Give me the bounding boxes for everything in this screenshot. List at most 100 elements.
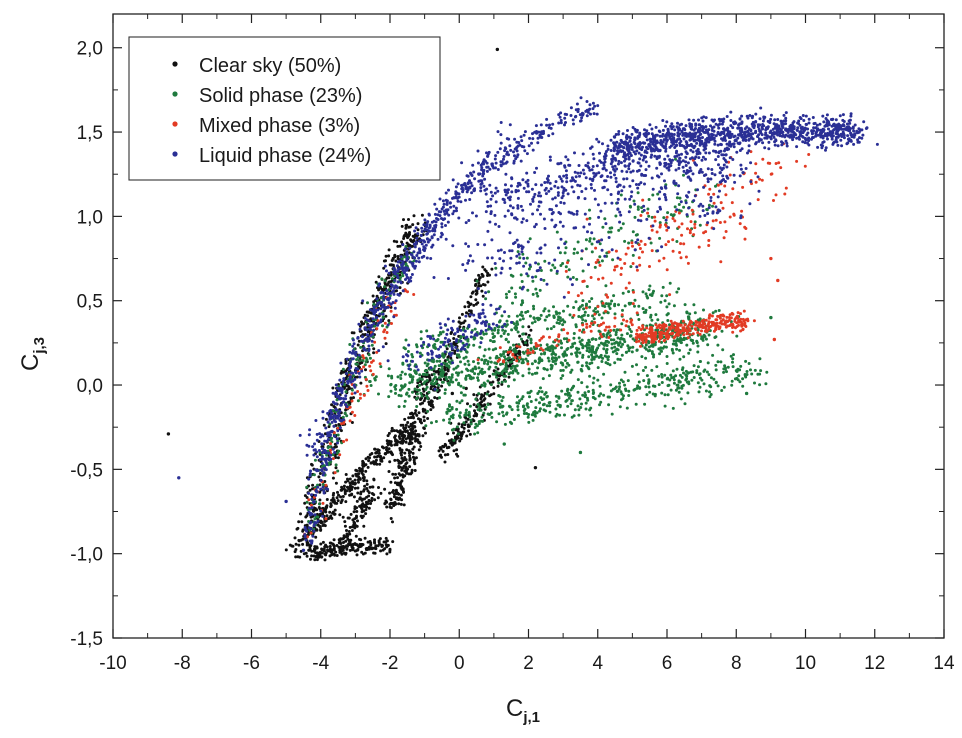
data-point <box>505 411 509 415</box>
data-point <box>399 493 403 497</box>
data-point <box>362 356 366 360</box>
data-point <box>496 384 500 388</box>
data-point <box>346 535 350 538</box>
data-point <box>686 336 690 340</box>
data-point <box>590 345 594 349</box>
data-point <box>467 410 471 414</box>
data-point <box>542 309 546 313</box>
data-point <box>442 355 446 359</box>
data-point <box>707 328 711 331</box>
data-point <box>524 357 528 361</box>
data-point <box>601 356 605 360</box>
data-point <box>553 266 557 270</box>
data-point <box>644 338 648 342</box>
data-point <box>379 365 383 369</box>
data-point <box>840 144 844 148</box>
data-point <box>368 364 372 368</box>
data-point <box>512 343 515 347</box>
data-point <box>716 324 720 328</box>
data-point <box>356 519 359 523</box>
data-point <box>733 377 737 381</box>
data-point <box>671 326 675 329</box>
data-point <box>670 132 674 136</box>
data-point <box>358 359 362 363</box>
data-point <box>679 336 682 340</box>
data-point <box>520 310 524 314</box>
data-point <box>448 403 451 407</box>
data-point <box>477 281 481 285</box>
data-point <box>631 253 635 257</box>
data-point <box>555 400 559 403</box>
data-point <box>561 323 565 327</box>
data-point <box>660 294 664 298</box>
data-point <box>649 315 653 319</box>
data-point <box>670 347 674 351</box>
data-point <box>369 311 373 315</box>
data-point <box>613 345 617 349</box>
data-point <box>780 140 783 144</box>
data-point <box>672 136 676 140</box>
data-point <box>424 382 428 386</box>
data-point <box>722 236 726 240</box>
data-point <box>598 403 602 407</box>
data-point <box>351 525 355 529</box>
data-point <box>345 374 349 378</box>
data-point <box>481 265 485 269</box>
data-point <box>761 119 765 123</box>
data-point <box>838 114 842 118</box>
data-point <box>607 336 611 339</box>
data-point <box>492 386 496 390</box>
data-point <box>291 544 295 548</box>
data-point <box>721 348 725 352</box>
data-point <box>772 337 777 342</box>
data-point <box>771 127 775 131</box>
data-point <box>824 148 827 152</box>
data-point <box>389 273 393 277</box>
data-point <box>400 453 403 457</box>
data-point <box>339 495 343 499</box>
data-point <box>580 381 584 385</box>
data-point <box>635 332 639 336</box>
data-point <box>687 317 691 320</box>
data-point <box>373 538 376 542</box>
data-point <box>369 384 373 387</box>
data-point <box>365 487 369 490</box>
data-point <box>620 266 623 270</box>
data-point <box>505 319 509 323</box>
data-point <box>401 440 405 444</box>
data-point <box>346 544 349 548</box>
data-point <box>405 391 409 395</box>
data-point <box>363 503 367 507</box>
data-point <box>763 146 767 150</box>
data-point <box>702 130 706 134</box>
data-point <box>710 320 714 324</box>
data-point <box>449 356 453 360</box>
data-point <box>662 325 665 329</box>
data-point <box>545 343 549 347</box>
data-point <box>459 437 463 441</box>
data-point <box>487 290 491 294</box>
data-point <box>564 399 568 403</box>
data-point <box>670 332 674 335</box>
data-point <box>341 537 345 541</box>
data-point <box>337 545 341 549</box>
data-point <box>613 312 617 316</box>
data-point <box>455 353 459 357</box>
data-point <box>562 328 566 332</box>
data-point <box>313 548 317 552</box>
data-point <box>586 398 590 402</box>
data-point <box>367 459 371 463</box>
data-point <box>675 347 679 351</box>
data-point <box>546 346 550 349</box>
data-point <box>712 329 716 333</box>
data-point <box>381 324 384 328</box>
data-point <box>384 254 388 258</box>
data-point <box>691 339 695 342</box>
data-point <box>348 419 352 423</box>
data-point <box>710 132 714 136</box>
data-point <box>645 393 649 397</box>
data-point <box>360 498 364 502</box>
data-point <box>418 373 422 377</box>
data-point <box>284 548 288 552</box>
